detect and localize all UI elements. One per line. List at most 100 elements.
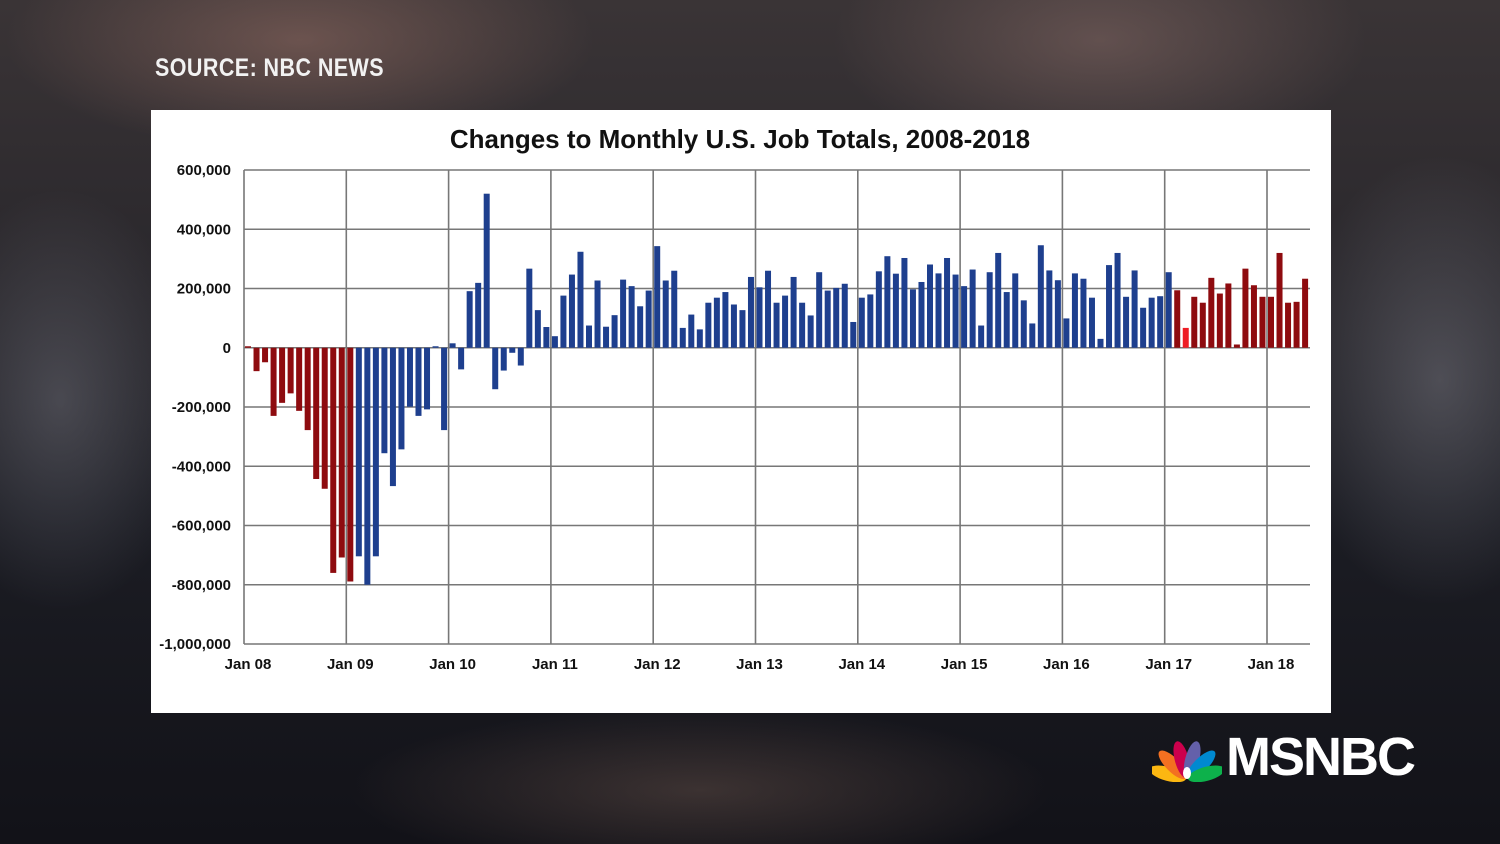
bar [858,297,865,348]
x-tick-label: Jan 17 [1145,656,1192,673]
bar [773,302,780,348]
bar [841,283,848,348]
bar [1242,268,1249,348]
bar [765,270,772,348]
bar [739,310,746,348]
bar [986,272,993,348]
bar [1293,301,1300,348]
bar [262,347,269,363]
bar [995,252,1002,348]
bar [270,347,277,416]
bar [577,251,584,348]
y-tick-label: 200,000 [177,281,231,298]
bar [679,327,686,348]
bar [526,268,533,348]
bar [1046,270,1053,348]
bar [1268,296,1274,348]
bar [816,272,823,348]
bar [833,287,840,348]
bar [441,347,448,431]
bar [654,246,661,348]
bar [338,347,345,558]
bar [1131,270,1138,348]
bar [483,193,490,348]
bar [1140,307,1147,348]
bar [961,286,968,348]
bar [713,297,720,348]
bar [458,347,465,370]
bar [918,281,925,348]
bar [927,264,933,348]
x-tick-label: Jan 16 [1043,656,1090,673]
bar [1020,300,1027,348]
bar [901,257,908,348]
bar [381,347,388,454]
bar [799,302,806,348]
bar [875,271,882,348]
bar [705,302,712,348]
bar [722,292,729,348]
bar [1088,297,1095,348]
x-tick-label: Jan 15 [941,656,988,673]
bar [517,347,524,366]
y-tick-label: -800,000 [172,577,231,594]
bar [1106,265,1113,348]
bar [696,329,703,348]
y-tick-label: -200,000 [172,399,231,416]
bar [1063,318,1070,348]
msnbc-logo: MSNBC [1152,726,1416,788]
bar [1208,277,1215,348]
x-tick-labels: Jan 08 Jan 09 Jan 10 Jan 11 Jan 12 Jan 13 Jan … [225,656,1295,673]
bar [355,347,362,557]
bar [867,294,874,348]
chart-title: Changes to Monthly U.S. Job Totals, 2008… [450,124,1030,154]
bar [586,325,592,348]
bar [492,347,499,390]
bar [1071,273,1078,348]
bar [1165,272,1172,348]
bar [978,325,985,348]
source-label: SOURCE: NBC NEWS [155,54,385,82]
bar [1114,252,1121,348]
bar [364,347,371,585]
bar [321,347,328,489]
bar [790,276,797,348]
x-tick-label: Jan 18 [1248,656,1295,673]
bar [1123,296,1130,348]
x-tick-label: Jan 13 [736,656,783,673]
y-tick-label: 0 [223,340,231,357]
bar [935,273,942,348]
gridlines [243,169,1310,645]
bar [1003,292,1010,348]
bar [253,347,260,372]
bar [662,280,669,348]
bar [645,290,652,348]
bar [500,347,507,371]
bar [406,347,413,407]
x-tick-label: Jan 12 [634,656,681,673]
bar [807,315,814,348]
bar [534,310,541,348]
y-tick-label: -1,000,000 [159,636,231,653]
bar [969,269,976,348]
bar [432,346,439,348]
bar [449,343,456,348]
bar [287,347,294,394]
bar [603,326,610,348]
bar [688,314,695,348]
x-tick-label: Jan 08 [225,656,272,673]
bar [620,279,627,348]
bar [671,270,678,348]
y-tick-label: -400,000 [172,458,231,475]
bar [944,257,951,348]
chart-panel: Changes to Monthly U.S. Job Totals, 2008… [151,110,1331,713]
bar [398,347,405,450]
peacock-icon [1152,741,1222,782]
bar [1054,280,1061,348]
bar [747,276,754,348]
bar [952,274,959,348]
bar [1037,245,1044,348]
bar [1285,302,1292,348]
bar [568,274,575,348]
bar [551,336,558,348]
